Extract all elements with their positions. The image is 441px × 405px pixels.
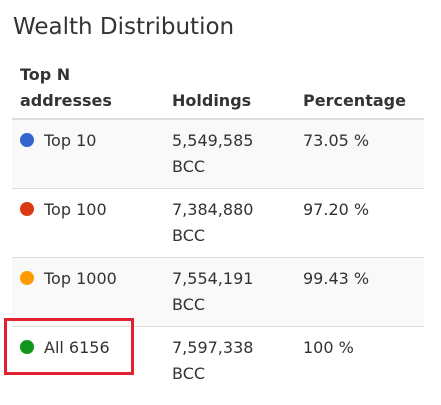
holdings: 5,549,585 BCC xyxy=(172,131,254,176)
label: Top 100 xyxy=(44,200,107,219)
holdings: 7,384,880 BCC xyxy=(172,200,254,245)
wealth-table: Top N addresses Holdings Percentage Top … xyxy=(12,58,424,395)
row: All 6156 7,597,338 BCC 100 % xyxy=(12,326,424,395)
cell: Top 10 xyxy=(12,118,164,189)
cell: All 6156 xyxy=(12,326,164,395)
row: Top 1000 7,554,191 BCC 99.43 % xyxy=(12,257,424,327)
header-row: Top N addresses Holdings Percentage xyxy=(12,58,424,120)
legend-dot xyxy=(20,340,34,354)
header-cell: Holdings xyxy=(164,58,295,120)
cell: Top 100 xyxy=(12,188,164,258)
holdings: 7,554,191 BCC xyxy=(172,269,254,314)
cell: 97.20 % xyxy=(295,188,424,258)
cell: Top 1000 xyxy=(12,257,164,327)
legend-dot xyxy=(20,133,34,147)
header-cell: Percentage xyxy=(295,58,424,120)
row: Top 10 5,549,585 BCC 73.05 % xyxy=(12,118,424,189)
header-text: Top N addresses xyxy=(20,65,112,110)
header-cell: Top N addresses xyxy=(12,58,164,120)
cell: 99.43 % xyxy=(295,257,424,327)
cell: 100 % xyxy=(295,326,424,395)
label: Top 10 xyxy=(44,131,97,150)
label: All 6156 xyxy=(44,338,110,357)
legend-dot xyxy=(20,271,34,285)
legend-dot xyxy=(20,202,34,216)
label: Top 1000 xyxy=(44,269,117,288)
cell: 73.05 % xyxy=(295,118,424,189)
highlight-box xyxy=(4,318,134,375)
cell: 7,554,191 BCC xyxy=(164,257,295,327)
holdings: 7,597,338 BCC xyxy=(172,338,254,383)
cell: 7,384,880 BCC xyxy=(164,188,295,258)
cell: 5,549,585 BCC xyxy=(164,118,295,189)
title: Wealth Distribution xyxy=(13,14,235,40)
row: Top 100 7,384,880 BCC 97.20 % xyxy=(12,188,424,258)
cell: 7,597,338 BCC xyxy=(164,326,295,395)
